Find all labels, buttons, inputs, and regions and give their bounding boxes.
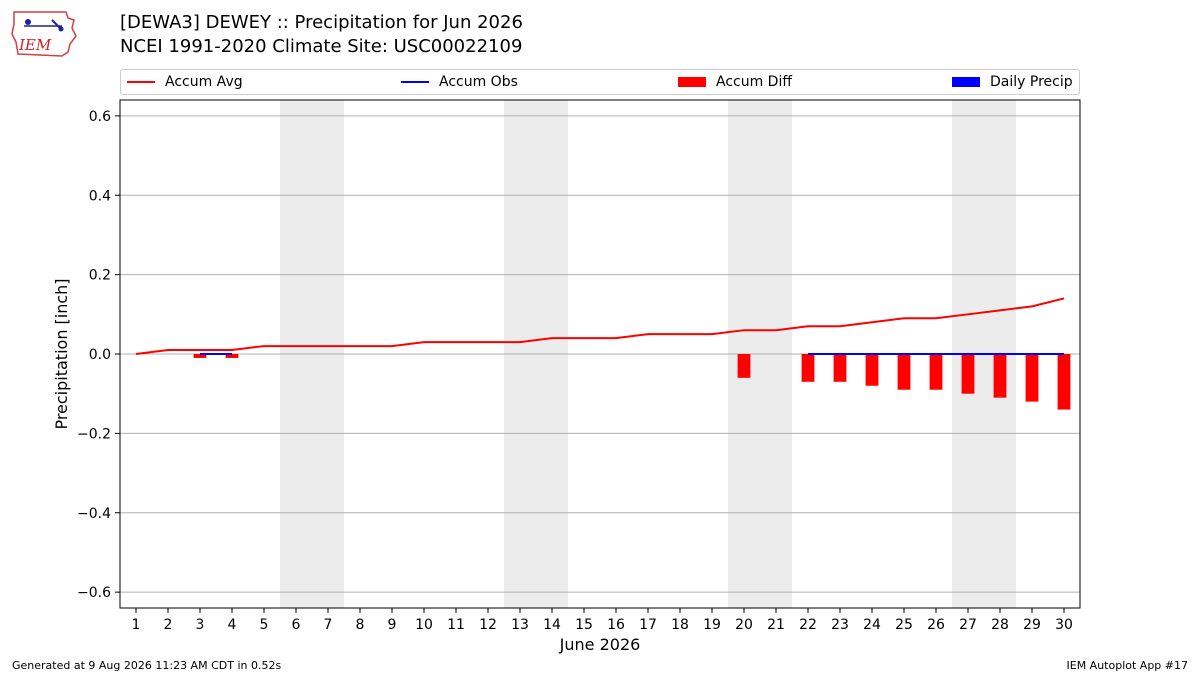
x-tick-label: 8 bbox=[356, 617, 365, 633]
x-tick-label: 7 bbox=[324, 617, 333, 633]
x-tick-label: 19 bbox=[703, 617, 721, 633]
x-tick-label: 12 bbox=[479, 617, 497, 633]
chart-title-line1: [DEWA3] DEWEY :: Precipitation for Jun 2… bbox=[120, 12, 523, 33]
accum-diff-bar bbox=[193, 354, 207, 358]
legend-swatch bbox=[678, 77, 706, 87]
iem-logo: IEM bbox=[11, 11, 77, 57]
y-tick-label: −0.6 bbox=[77, 585, 111, 601]
y-tick-label: −0.4 bbox=[77, 506, 111, 522]
legend-item-accum-avg: Accum Avg bbox=[127, 70, 243, 94]
x-tick-label: 3 bbox=[196, 617, 205, 633]
y-tick-label: 0.4 bbox=[89, 188, 111, 204]
x-tick-label: 2 bbox=[164, 617, 173, 633]
x-tick-label: 23 bbox=[831, 617, 849, 633]
x-tick-label: 25 bbox=[895, 617, 913, 633]
legend-swatch bbox=[127, 81, 155, 83]
x-tick-label: 15 bbox=[575, 617, 593, 633]
x-tick-label: 29 bbox=[1023, 617, 1041, 633]
x-tick-label: 11 bbox=[447, 617, 465, 633]
y-axis-label: Precipitation [inch] bbox=[52, 278, 71, 429]
accum-diff-bar bbox=[897, 354, 911, 390]
app-credit: IEM Autoplot App #17 bbox=[1066, 659, 1189, 672]
accum-diff-bar bbox=[993, 354, 1007, 398]
accum-diff-bar bbox=[225, 354, 239, 358]
x-tick-label: 24 bbox=[863, 617, 881, 633]
legend-label: Accum Diff bbox=[716, 74, 793, 90]
x-tick-label: 28 bbox=[991, 617, 1009, 633]
x-tick-label: 22 bbox=[799, 617, 817, 633]
x-tick-label: 9 bbox=[388, 617, 397, 633]
x-tick-label: 1 bbox=[132, 617, 141, 633]
y-tick-label: −0.2 bbox=[77, 426, 111, 442]
legend-swatch bbox=[952, 77, 980, 87]
x-tick-label: 27 bbox=[959, 617, 977, 633]
accum-avg-line bbox=[135, 297, 1065, 355]
y-tick-label: 0.2 bbox=[89, 268, 111, 284]
legend-swatch bbox=[401, 81, 429, 83]
x-tick-label: 26 bbox=[927, 617, 945, 633]
y-tick-label: 0.0 bbox=[89, 347, 111, 363]
x-tick-label: 20 bbox=[735, 617, 753, 633]
x-tick-label: 13 bbox=[511, 617, 529, 633]
x-tick-label: 30 bbox=[1055, 617, 1073, 633]
x-tick-label: 6 bbox=[292, 617, 301, 633]
x-tick-label: 14 bbox=[543, 617, 561, 633]
x-tick-label: 16 bbox=[607, 617, 625, 633]
x-tick-label: 17 bbox=[639, 617, 657, 633]
y-tick-label: 0.6 bbox=[89, 109, 111, 125]
accum-diff-bar bbox=[737, 354, 751, 378]
accum-diff-bar bbox=[865, 354, 879, 386]
chart-legend: Accum Avg Accum Obs Accum Diff Daily Pre… bbox=[120, 69, 1080, 95]
legend-item-accum-obs: Accum Obs bbox=[401, 70, 518, 94]
legend-item-daily-precip: Daily Precip bbox=[952, 70, 1073, 94]
legend-label: Accum Obs bbox=[439, 74, 518, 90]
chart-title-line2: NCEI 1991-2020 Climate Site: USC00022109 bbox=[120, 36, 523, 57]
accum-diff-bar bbox=[929, 354, 943, 390]
accum-diff-bar bbox=[961, 354, 975, 394]
x-tick-label: 21 bbox=[767, 617, 785, 633]
x-tick-label: 5 bbox=[260, 617, 269, 633]
legend-item-accum-diff: Accum Diff bbox=[678, 70, 792, 94]
svg-text:IEM: IEM bbox=[18, 36, 52, 54]
plot-frame bbox=[119, 99, 1081, 609]
legend-label: Accum Avg bbox=[165, 74, 243, 90]
accum-diff-bar bbox=[1057, 354, 1071, 410]
x-tick-label: 10 bbox=[415, 617, 433, 633]
x-tick-label: 4 bbox=[228, 617, 237, 633]
x-tick-label: 18 bbox=[671, 617, 689, 633]
accum-diff-bar bbox=[1025, 354, 1039, 402]
x-axis-label: June 2026 bbox=[559, 635, 641, 654]
generated-timestamp: Generated at 9 Aug 2026 11:23 AM CDT in … bbox=[12, 659, 282, 672]
legend-label: Daily Precip bbox=[990, 74, 1073, 90]
accum-diff-bar bbox=[801, 354, 815, 382]
accum-diff-bar bbox=[833, 354, 847, 382]
